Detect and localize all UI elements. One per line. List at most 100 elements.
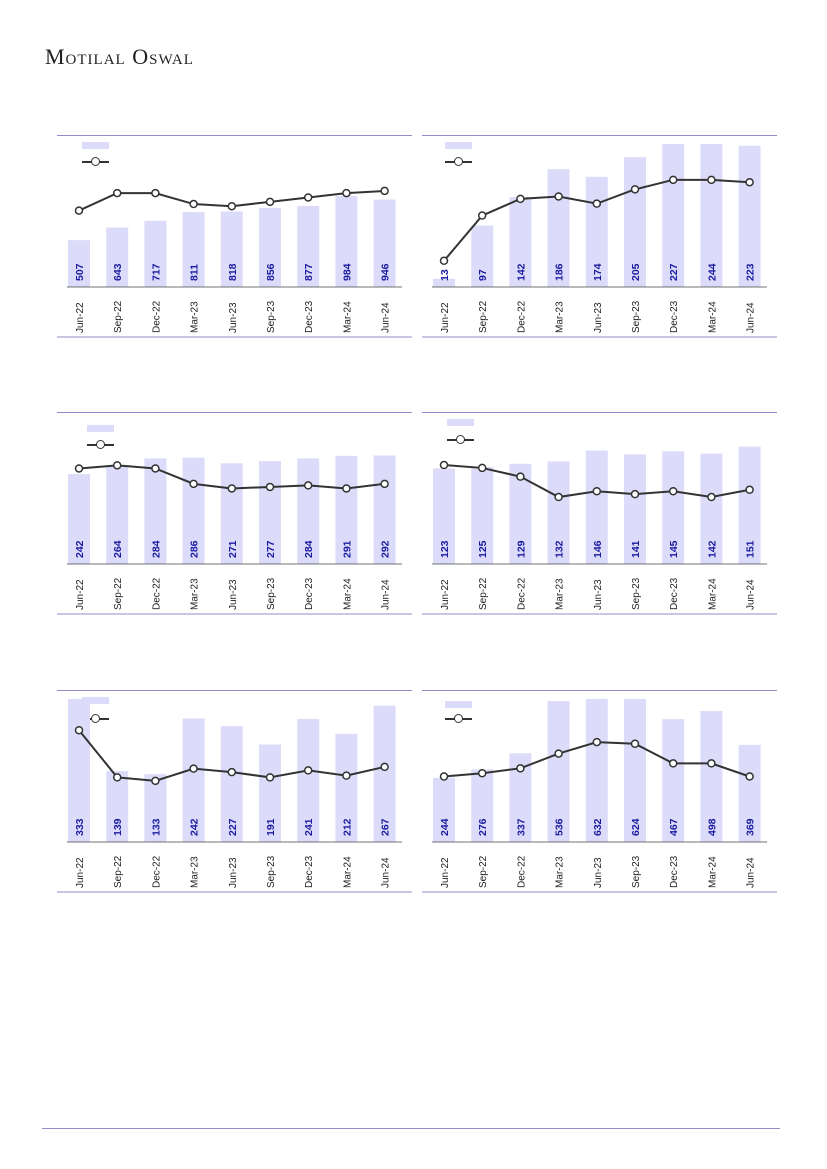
line-point bbox=[707, 759, 716, 768]
x-tick-label: Jun-24 bbox=[746, 579, 757, 610]
bar-value-label: 125 bbox=[477, 540, 489, 558]
bar-value-label: 291 bbox=[341, 540, 353, 558]
x-tick-label: Sep-23 bbox=[631, 855, 642, 888]
line-point bbox=[380, 762, 389, 772]
bar-value-label: 244 bbox=[439, 818, 451, 836]
x-tick-label: Dec-23 bbox=[669, 855, 680, 888]
x-tick-label: Jun-23 bbox=[593, 579, 604, 610]
x-tick-label: Dec-23 bbox=[304, 855, 315, 888]
bar bbox=[182, 718, 205, 842]
bar-value-label: 717 bbox=[150, 263, 162, 281]
bar bbox=[373, 705, 396, 842]
bar bbox=[624, 699, 646, 842]
bar-value-label: 141 bbox=[630, 540, 642, 558]
chart-svg: 123 125 129 132 146 141 145 142 151 Jun-22 Sep-22 D… bbox=[422, 446, 777, 615]
line-point bbox=[592, 486, 602, 496]
line-point bbox=[439, 256, 449, 266]
bar bbox=[259, 207, 281, 287]
bar bbox=[662, 719, 685, 842]
x-tick-label: Sep-22 bbox=[478, 300, 489, 333]
x-tick-label: Dec-23 bbox=[669, 577, 680, 610]
bar bbox=[547, 169, 570, 287]
bar bbox=[373, 455, 396, 564]
bar-value-label: 284 bbox=[150, 540, 162, 558]
line-point bbox=[265, 197, 275, 207]
bar-value-label: 277 bbox=[265, 540, 277, 558]
legend-line-swatch bbox=[445, 714, 472, 724]
x-tick-label: Mar-24 bbox=[342, 301, 353, 333]
bar-value-label: 227 bbox=[668, 263, 680, 281]
bar bbox=[335, 733, 358, 842]
line-point bbox=[74, 725, 84, 735]
line-point bbox=[380, 186, 389, 196]
bar-value-label: 146 bbox=[592, 540, 604, 558]
x-tick-label: Sep-23 bbox=[266, 577, 277, 610]
chart-panel-4: 123 125 129 132 146 141 145 142 151 Jun-22 Sep-22 D… bbox=[422, 412, 777, 615]
bar bbox=[335, 455, 358, 564]
x-tick-label: Jun-24 bbox=[746, 857, 757, 888]
bar-value-label: 946 bbox=[380, 263, 392, 281]
x-tick-label: Mar-24 bbox=[707, 578, 718, 610]
x-tick-label: Mar-23 bbox=[555, 856, 566, 888]
bar-value-label: 142 bbox=[706, 540, 718, 558]
line-point bbox=[630, 185, 640, 194]
bar-value-label: 132 bbox=[554, 540, 566, 558]
x-tick-label: Jun-24 bbox=[381, 857, 392, 888]
x-tick-label: Mar-23 bbox=[190, 856, 201, 888]
legend-line-swatch bbox=[82, 157, 109, 167]
bar-value-label: 13 bbox=[439, 269, 451, 281]
line-point bbox=[516, 472, 525, 481]
bar-value-label: 877 bbox=[303, 263, 315, 281]
bar-value-label: 145 bbox=[668, 540, 680, 558]
bar-value-label: 242 bbox=[189, 818, 201, 836]
footer-rule bbox=[42, 1128, 780, 1129]
bar bbox=[106, 227, 129, 287]
bar-value-label: 129 bbox=[515, 540, 527, 558]
bar-value-label: 123 bbox=[439, 540, 451, 558]
x-tick-label: Jun-23 bbox=[228, 579, 239, 610]
x-tick-label: Jun-23 bbox=[228, 857, 239, 888]
bar-value-label: 984 bbox=[341, 263, 353, 281]
bar-value-label: 223 bbox=[745, 263, 757, 281]
bar bbox=[624, 157, 646, 287]
bar bbox=[509, 463, 532, 564]
bar-value-label: 536 bbox=[554, 818, 566, 836]
x-tick-label: Jun-22 bbox=[75, 579, 86, 610]
legend-bar-swatch bbox=[445, 142, 472, 149]
line-point bbox=[668, 175, 678, 185]
line-point bbox=[227, 201, 237, 211]
bar-value-label: 186 bbox=[554, 263, 566, 281]
bar bbox=[471, 225, 494, 287]
bar-value-label: 292 bbox=[380, 540, 392, 558]
bar-value-label: 133 bbox=[150, 818, 162, 836]
x-tick-label: Dec-22 bbox=[151, 300, 162, 333]
x-tick-label: Mar-24 bbox=[342, 856, 353, 888]
bar-value-label: 286 bbox=[189, 540, 201, 558]
line-point bbox=[74, 206, 84, 215]
line-point bbox=[707, 175, 716, 185]
bar bbox=[68, 240, 90, 287]
line-point bbox=[477, 768, 487, 778]
line-point bbox=[592, 199, 602, 208]
line-point bbox=[707, 492, 716, 502]
bar-value-label: 241 bbox=[303, 818, 315, 836]
line-point bbox=[151, 776, 160, 786]
bar-value-label: 271 bbox=[227, 540, 239, 558]
bar bbox=[182, 212, 205, 287]
x-tick-label: Dec-22 bbox=[516, 300, 527, 333]
line-point bbox=[189, 479, 198, 489]
line-point bbox=[342, 771, 351, 780]
x-tick-label: Mar-23 bbox=[190, 578, 201, 610]
bar-value-label: 139 bbox=[112, 818, 124, 836]
line-point bbox=[112, 461, 122, 470]
x-tick-label: Jun-23 bbox=[228, 302, 239, 333]
x-tick-label: Jun-24 bbox=[746, 302, 757, 333]
line-point bbox=[745, 772, 754, 781]
bar bbox=[662, 451, 685, 564]
chart-panel-6: 244 276 337 536 632 624 467 498 369 Jun-22 Sep-22 D… bbox=[422, 690, 777, 893]
bar bbox=[259, 744, 281, 842]
x-tick-label: Jun-23 bbox=[593, 857, 604, 888]
bar-value-label: 643 bbox=[112, 263, 124, 281]
x-tick-label: Sep-22 bbox=[113, 855, 124, 888]
legend-bar-swatch bbox=[447, 419, 474, 426]
